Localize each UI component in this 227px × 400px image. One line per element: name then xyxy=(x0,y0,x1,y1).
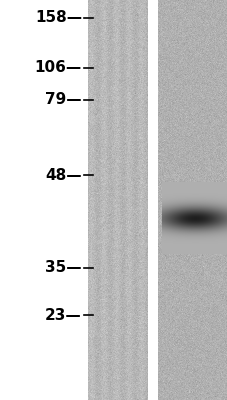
Text: 106—: 106— xyxy=(35,60,82,76)
Text: 48—: 48— xyxy=(45,168,82,182)
Text: 158—: 158— xyxy=(35,10,82,26)
Text: 23—: 23— xyxy=(45,308,82,322)
Text: 79—: 79— xyxy=(45,92,82,108)
Text: 35—: 35— xyxy=(45,260,82,276)
